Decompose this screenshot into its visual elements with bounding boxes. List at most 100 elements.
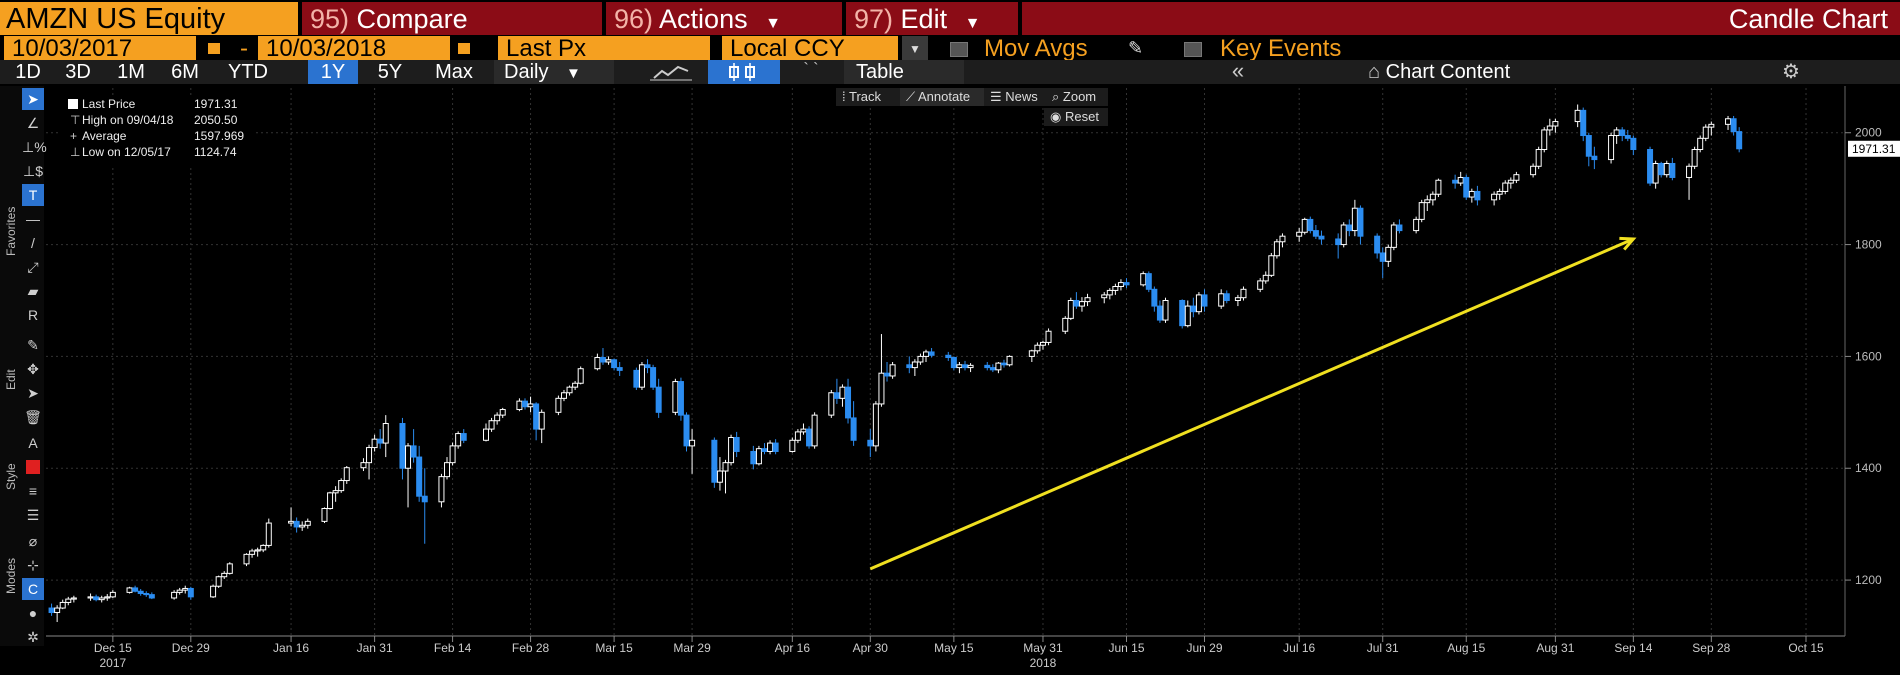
period-button-3d[interactable]: 3D <box>65 61 91 83</box>
candle-body <box>338 480 345 492</box>
line-chart-icon[interactable] <box>648 62 694 82</box>
horizontal-line-icon[interactable]: — <box>26 211 40 227</box>
candle-body <box>304 520 311 526</box>
ruler-icon[interactable]: R <box>27 307 39 323</box>
key-events-checkbox[interactable] <box>1184 42 1202 57</box>
period-button-5y[interactable]: 5Y <box>377 61 403 83</box>
brush-icon[interactable]: / <box>31 235 35 251</box>
palette-icon[interactable]: ● <box>28 605 38 621</box>
candle <box>360 458 367 472</box>
line-tool-icon[interactable]: ∠ <box>26 115 40 131</box>
news-label: News <box>1005 89 1038 104</box>
period-button-1m[interactable]: 1M <box>117 61 145 83</box>
candle <box>917 353 924 365</box>
candle <box>1396 219 1403 234</box>
candle-body <box>371 438 378 449</box>
collapse-icon[interactable]: « <box>1231 58 1245 83</box>
reset-label: Reset <box>1064 109 1099 124</box>
start-date-field[interactable]: 10/03/2017 <box>4 36 196 62</box>
candle <box>460 429 467 444</box>
percent-tool-icon[interactable]: ⊥% <box>22 139 47 155</box>
currency-selector[interactable]: Local CCY <box>722 36 898 62</box>
candle-body <box>1736 131 1743 150</box>
dollar-tool-icon[interactable]: ⊥$ <box>23 163 43 179</box>
frequency-dropdown[interactable]: Daily ▼ <box>494 60 614 84</box>
end-date-field[interactable]: 10/03/2018 <box>258 36 450 62</box>
eraser-icon[interactable]: ⌀ <box>28 533 38 549</box>
candle <box>1223 290 1230 304</box>
reset-button[interactable]: ◉ Reset <box>1044 108 1108 126</box>
annotations <box>869 236 1637 571</box>
pencil-icon[interactable]: ✎ <box>1128 38 1144 58</box>
candle <box>872 401 879 452</box>
candle <box>711 437 718 488</box>
trendline-icon[interactable]: ⤢ <box>27 259 39 275</box>
pen-icon[interactable]: ✎ <box>27 337 39 353</box>
calendar-icon[interactable] <box>456 41 472 56</box>
chevron-down-icon[interactable]: ▼ <box>902 36 928 62</box>
actions-button[interactable]: 96) Actions ▼ <box>606 2 842 35</box>
candle <box>572 381 579 390</box>
zoom-icon: ⌕ <box>1052 89 1063 104</box>
channel-icon[interactable]: ▰ <box>27 283 39 299</box>
gear-icon[interactable]: ⚙ <box>1782 61 1800 83</box>
annotate-tool[interactable]: ⟋ Annotate <box>900 88 984 106</box>
candle <box>1496 188 1503 200</box>
table-button[interactable]: Table <box>844 60 964 84</box>
period-button-6m[interactable]: 6M <box>171 61 199 83</box>
mov-avgs-checkbox[interactable] <box>950 42 968 57</box>
cursor-icon[interactable]: ➤ <box>22 88 44 110</box>
candle-chart-icon[interactable] <box>708 60 780 84</box>
candle <box>650 364 657 390</box>
candle-body <box>1619 129 1626 137</box>
text-tool-icon[interactable]: T <box>22 184 44 206</box>
select-icon[interactable]: ➤ <box>27 385 39 401</box>
period-button-1y[interactable]: 1Y <box>308 60 358 84</box>
dots-icon[interactable]: ` ` <box>803 61 819 78</box>
zoom-tool[interactable]: ⌕ Zoom <box>1046 88 1108 106</box>
candle-body <box>650 367 657 388</box>
zoom-label: Zoom <box>1062 89 1097 104</box>
trend-arrow-line[interactable] <box>869 237 1634 571</box>
candle-body <box>1045 330 1052 343</box>
field-selector[interactable]: Last Px <box>498 36 710 62</box>
calendar-icon[interactable] <box>206 41 222 56</box>
candle <box>616 362 623 376</box>
ticker-field[interactable]: AMZN US Equity <box>0 2 298 35</box>
period-button-ytd[interactable]: YTD <box>228 61 268 83</box>
line-weight-icon[interactable]: ≡ <box>28 483 38 499</box>
font-icon[interactable]: A <box>28 435 38 451</box>
candle <box>956 362 963 374</box>
move-icon[interactable]: ✥ <box>27 361 39 377</box>
period-button-1d[interactable]: 1D <box>15 61 41 83</box>
candle-body <box>1112 286 1119 291</box>
candle-body <box>1151 288 1158 307</box>
candle-body <box>288 520 295 524</box>
compare-button[interactable]: 95) Compare <box>302 2 602 35</box>
candle <box>1351 199 1358 237</box>
candle-body <box>48 607 55 614</box>
candle-body <box>221 572 228 578</box>
candle <box>605 356 612 365</box>
candle <box>800 423 807 435</box>
candle-body <box>455 433 462 447</box>
color-swatch-icon[interactable] <box>22 456 44 478</box>
period-button-max[interactable]: Max <box>435 61 473 83</box>
magnet-icon[interactable]: C <box>22 578 44 600</box>
candle <box>1730 115 1737 136</box>
line-style-icon[interactable]: ☰ <box>26 507 40 523</box>
track-tool[interactable]: ⁞ Track <box>836 88 900 106</box>
candle-body <box>1697 137 1704 151</box>
candle-body <box>87 596 94 599</box>
x-tick-label: Apr 16 <box>775 641 811 655</box>
candle <box>577 366 584 385</box>
edit-button[interactable]: 97) Edit ▼ <box>846 2 1018 35</box>
settings-small-icon[interactable]: ✲ <box>27 629 39 645</box>
candle-body <box>1073 299 1080 307</box>
news-tool[interactable]: ☰ News <box>984 88 1046 106</box>
crosshair-icon[interactable]: ⊹ <box>27 557 39 573</box>
chart-content-button[interactable]: ⌂ Chart Content <box>1368 60 1588 84</box>
trash-icon[interactable]: 🗑 <box>24 409 42 425</box>
chevron-down-icon: ▼ <box>765 15 781 32</box>
